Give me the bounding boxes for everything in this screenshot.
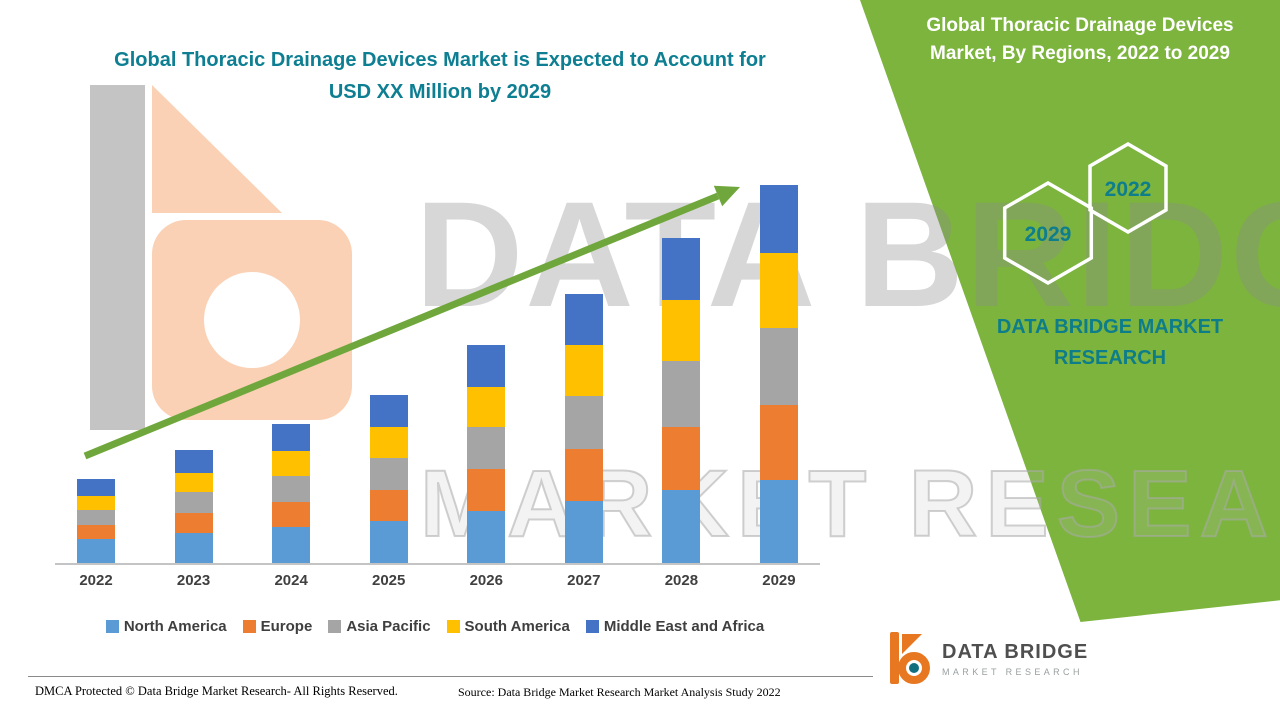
- bar-segment-2029-south-america: [759, 253, 798, 328]
- bar-2028: [662, 238, 701, 563]
- bar-segment-2025-asia-pacific: [369, 458, 408, 490]
- bar-segment-2024-asia-pacific: [272, 476, 311, 502]
- chart-title-line2: USD XX Million by 2029: [328, 81, 552, 103]
- databridge-logo: DATA BRIDGE MARKET RESEARCH: [888, 630, 1088, 688]
- bar-segment-2027-asia-pacific: [564, 395, 603, 450]
- bar-2029: [759, 185, 798, 563]
- bar-segment-2025-south-america: [369, 427, 408, 459]
- logo-name: DATA BRIDGE: [942, 641, 1089, 663]
- bar-segment-2022-north-america: [77, 539, 115, 563]
- bar-segment-2023-north-america: [174, 533, 213, 563]
- dmca-notice: DMCA Protected © Data Bridge Market Rese…: [35, 684, 398, 698]
- bar-2024: [272, 423, 311, 563]
- chart-legend: North America Europe Asia Pacific South Ame…: [40, 618, 830, 635]
- legend-item-asia-pacific: Asia Pacific: [328, 618, 431, 635]
- bar-segment-2027-europe: [564, 449, 603, 501]
- bar-segment-2023-middle-east-and-africa: [174, 450, 213, 473]
- panel-title-line1: Global Thoracic Drainage Devices: [926, 15, 1234, 36]
- bar-segment-2027-south-america: [564, 345, 603, 396]
- bar-segment-2026-south-america: [467, 386, 506, 428]
- bar-segment-2029-north-america: [759, 479, 798, 563]
- x-axis-label-2026: 2026: [469, 572, 503, 589]
- legend-item-south-america: South America: [446, 618, 570, 635]
- bar-2023: [174, 450, 213, 563]
- bar-segment-2023-europe: [174, 512, 213, 534]
- legend-item-middle-east-and-africa: Middle East and Africa: [585, 618, 765, 635]
- bar-segment-2025-north-america: [369, 520, 408, 563]
- logo-text: DATA BRIDGE MARKET RESEARCH: [942, 641, 1088, 677]
- legend-label: North America: [123, 618, 227, 635]
- bar-2027: [564, 293, 603, 563]
- bar-segment-2026-europe: [467, 469, 506, 511]
- hexagon-icon-2022: [1088, 141, 1168, 235]
- chart-title-line1: Global Thoracic Drainage Devices Market …: [114, 49, 766, 71]
- footer-divider: [28, 676, 873, 677]
- brand-name: DATA BRIDGE MARKET RESEARCH: [960, 312, 1260, 374]
- legend-label: Middle East and Africa: [603, 618, 765, 635]
- x-axis-label-2023: 2023: [176, 572, 211, 589]
- bar-segment-2028-north-america: [662, 489, 701, 563]
- hexagon-year-2029: 2029: [1025, 223, 1072, 246]
- legend-label: Europe: [260, 618, 313, 635]
- legend-swatch-icon: [585, 620, 599, 633]
- bar-2026: [467, 345, 506, 563]
- x-axis-label-2024: 2024: [274, 572, 308, 589]
- bar-segment-2022-middle-east-and-africa: [77, 479, 115, 496]
- bar-2022: [77, 479, 115, 563]
- bar-segment-2025-europe: [369, 489, 408, 521]
- bar-segment-2026-north-america: [467, 510, 506, 563]
- x-axis-label-2025: 2025: [372, 572, 406, 589]
- panel-title-line2: Market, By Regions, 2022 to 2029: [930, 42, 1230, 64]
- bar-segment-2024-europe: [272, 501, 311, 528]
- legend-swatch-icon: [105, 620, 119, 633]
- legend-swatch-icon: [242, 620, 256, 633]
- legend-item-north-america: North America: [105, 618, 227, 635]
- bar-segment-2024-south-america: [272, 451, 311, 477]
- x-axis-label-2022: 2022: [79, 572, 113, 589]
- bar-segment-2022-south-america: [77, 495, 115, 510]
- bar-segment-2022-asia-pacific: [77, 509, 115, 525]
- bar-segment-2023-south-america: [174, 472, 213, 492]
- bar-segment-2028-middle-east-and-africa: [662, 238, 701, 300]
- bar-segment-2029-middle-east-and-africa: [759, 185, 798, 254]
- source-note: Source: Data Bridge Market Research Mark…: [458, 685, 781, 699]
- brand-name-line2: RESEARCH: [1053, 347, 1167, 369]
- bar-segment-2023-asia-pacific: [174, 491, 213, 513]
- bar-segment-2029-asia-pacific: [759, 327, 798, 405]
- bar-segment-2026-middle-east-and-africa: [467, 345, 506, 387]
- bar-segment-2028-asia-pacific: [662, 361, 701, 427]
- legend-label: South America: [464, 618, 570, 635]
- legend-swatch-icon: [328, 620, 342, 633]
- bar-segment-2027-middle-east-and-africa: [564, 293, 603, 346]
- bar-segment-2027-north-america: [564, 500, 603, 563]
- bar-segment-2024-middle-east-and-africa: [272, 423, 311, 452]
- x-axis-label-2027: 2027: [567, 572, 601, 589]
- legend-label: Asia Pacific: [346, 618, 431, 635]
- bar-segment-2026-asia-pacific: [467, 427, 506, 470]
- logo-b-icon: [890, 632, 930, 684]
- bar-plot-area: [55, 180, 820, 565]
- hexagon-year-2022: 2022: [1105, 178, 1152, 201]
- hexagon-badges: 2029 2022: [1002, 141, 1168, 286]
- legend-item-europe: Europe: [242, 618, 313, 635]
- logo-subtitle: MARKET RESEARCH: [942, 667, 1083, 677]
- bar-segment-2028-south-america: [662, 299, 701, 362]
- bar-segment-2025-middle-east-and-africa: [369, 394, 408, 428]
- panel-title: Global Thoracic Drainage Devices Market,…: [895, 12, 1265, 67]
- bar-segment-2028-europe: [662, 426, 701, 490]
- x-axis-label-2029: 2029: [762, 572, 796, 589]
- legend-swatch-icon: [446, 620, 460, 633]
- chart-title: Global Thoracic Drainage Devices Market …: [55, 44, 825, 108]
- bar-segment-2022-europe: [77, 524, 115, 540]
- bar-2025: [369, 394, 408, 563]
- watermark-text-marketresearch: MARKET RESEARCH: [419, 450, 1280, 558]
- bar-segment-2024-north-america: [272, 527, 311, 563]
- x-axis-labels: 2022 2023 2024 2025 2026 2027 2028 2029: [55, 572, 820, 589]
- bar-segment-2029-europe: [759, 404, 798, 480]
- x-axis-label-2028: 2028: [664, 572, 699, 589]
- brand-name-line1: DATA BRIDGE MARKET: [996, 316, 1224, 338]
